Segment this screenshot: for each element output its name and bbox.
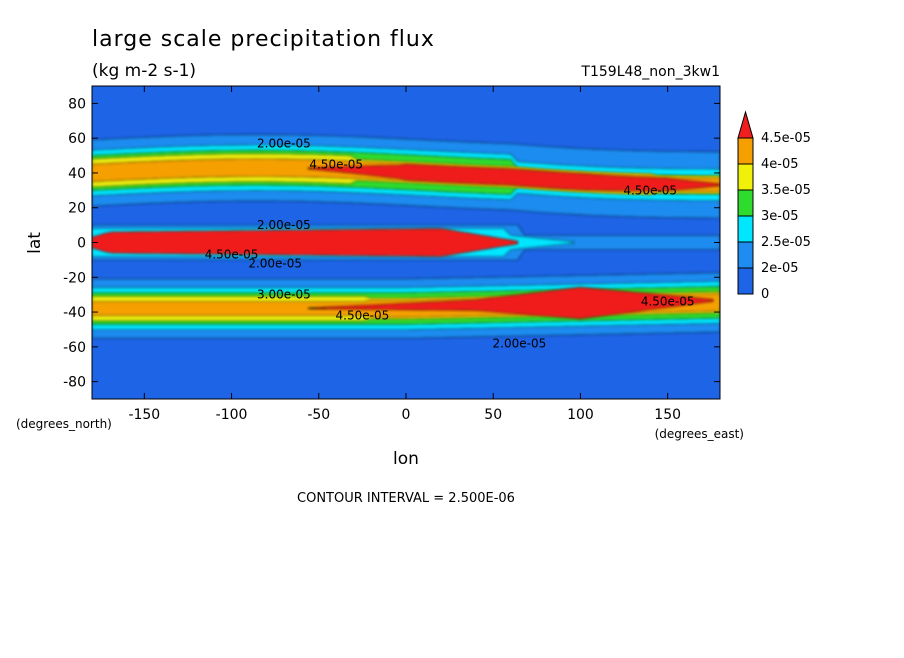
contour-label: 4.50e-05 [336, 309, 390, 323]
contour-label: 2.00e-05 [493, 336, 547, 350]
dataset-label: T159L48_non_3kw1 [580, 64, 720, 80]
colorbar-label: 2.5e-05 [761, 235, 811, 250]
contour-label: 2.00e-05 [257, 218, 311, 232]
x-axis: -150 -100 -50 0 50 100 150 [128, 86, 681, 423]
x-tick-label: 0 [402, 407, 411, 423]
contour-label: 4.50e-05 [641, 295, 695, 309]
contour-interval: CONTOUR INTERVAL = 2.500E-06 [297, 491, 515, 506]
y-tick-label: -80 [63, 375, 86, 391]
contour-label: 2.00e-05 [248, 256, 302, 270]
y-axis-title: lat [25, 232, 45, 254]
x-tick-label: 50 [484, 407, 502, 423]
colorbar-label: 3e-05 [761, 209, 799, 224]
y-tick-label: -60 [63, 340, 86, 356]
y-tick-label: -40 [63, 305, 86, 321]
precipitation-field [92, 86, 720, 399]
contour-label: 3.00e-05 [257, 288, 311, 302]
x-tick-label: 100 [567, 407, 594, 423]
north-band-4.5e-05 [307, 163, 720, 192]
contour-label: 4.50e-05 [309, 157, 363, 171]
y-tick-label: 60 [68, 131, 86, 147]
x-tick-label: 150 [654, 407, 681, 423]
colorbar-swatch [737, 137, 754, 165]
chart-title: large scale precipitation flux [92, 27, 435, 52]
x-tick-label: -100 [216, 407, 248, 423]
colorbar-swatch [737, 215, 754, 243]
y-tick-label: -20 [63, 270, 86, 286]
south-band-4.5e-05 [307, 286, 714, 320]
contour-label: 2.00e-05 [257, 136, 311, 150]
contour-labels: 2.00e-054.50e-054.50e-052.00e-054.50e-05… [205, 136, 695, 350]
contour-label: 4.50e-05 [205, 248, 259, 262]
colorbar-swatch [737, 267, 754, 295]
colorbar-label: 3.5e-05 [761, 183, 811, 198]
x-tick-label: -50 [307, 407, 330, 423]
y-tick-label: 20 [68, 201, 86, 217]
colorbar-label: 2e-05 [761, 261, 799, 276]
y-tick-label: 40 [68, 166, 86, 182]
colorbar-label: 4e-05 [761, 157, 799, 172]
colorbar-swatch [737, 241, 754, 269]
colorbar-legend: 0 2e-05 2.5e-05 3e-05 3.5e-05 4e-05 4.5e-05 [737, 110, 811, 302]
x-axis-units: (degrees_east) [655, 427, 744, 441]
colorbar-swatch [737, 189, 754, 217]
x-tick-label: -150 [128, 407, 160, 423]
y-tick-label: 80 [68, 96, 86, 112]
colorbar-label: 4.5e-05 [761, 131, 811, 146]
equator-band-4.5e-05 [92, 228, 518, 257]
colorbar-label: 0 [761, 287, 769, 302]
colorbar-swatch [737, 163, 754, 191]
units-label: (kg m-2 s-1) [92, 61, 196, 81]
y-axis: 80 60 40 20 0 -20 -40 -60 -80 [63, 96, 720, 391]
y-axis-units: (degrees_north) [16, 417, 112, 431]
colorbar-swatch-top-arrow [737, 110, 754, 139]
x-axis-title: lon [393, 449, 419, 469]
contour-label: 4.50e-05 [623, 183, 677, 197]
y-tick-label: 0 [77, 236, 86, 252]
